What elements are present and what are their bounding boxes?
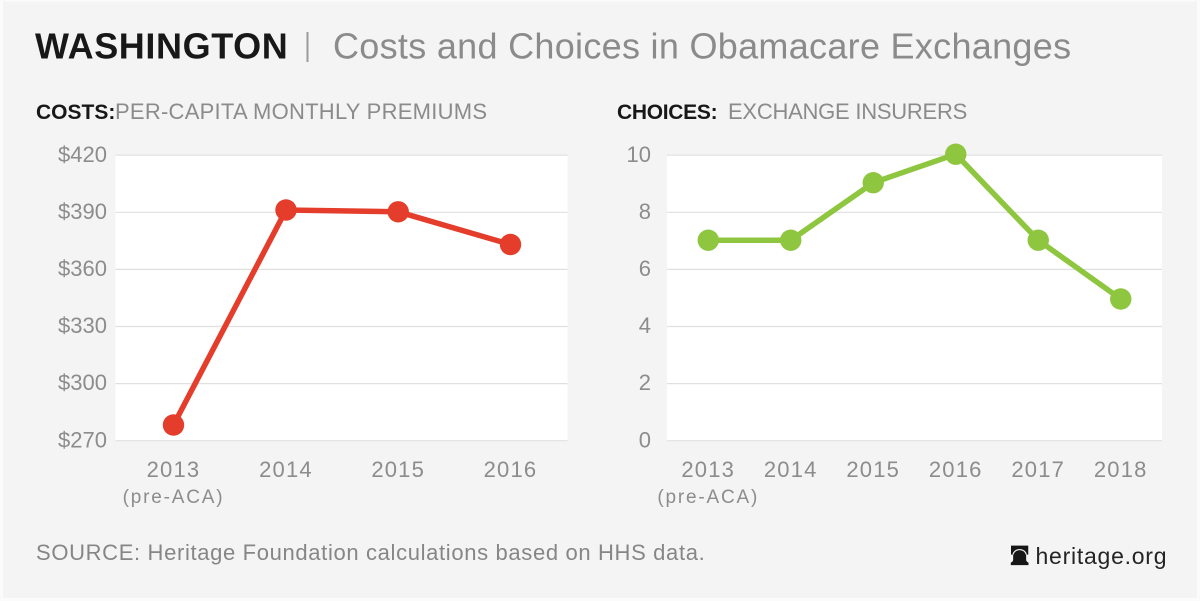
svg-text:4: 4	[639, 313, 651, 338]
svg-text:COSTS:: COSTS:	[36, 101, 115, 124]
svg-text:(pre-ACA): (pre-ACA)	[657, 487, 759, 508]
svg-text:2015: 2015	[371, 457, 425, 482]
svg-text:CHOICES:: CHOICES:	[617, 101, 717, 124]
svg-text:$420: $420	[58, 142, 107, 167]
svg-text:SOURCE: Heritage Foundation ca: SOURCE: Heritage Foundation calculations…	[36, 540, 705, 565]
svg-text:2013: 2013	[147, 457, 201, 482]
svg-text:2014: 2014	[259, 457, 313, 482]
svg-text:0: 0	[639, 427, 651, 452]
svg-text:$330: $330	[58, 313, 107, 338]
svg-text:$270: $270	[58, 427, 107, 452]
svg-text:8: 8	[639, 199, 651, 224]
svg-text:$360: $360	[58, 256, 107, 281]
svg-text:(pre-ACA): (pre-ACA)	[123, 487, 225, 508]
svg-text:$390: $390	[58, 199, 107, 224]
svg-text:2014: 2014	[764, 457, 818, 482]
svg-text:10: 10	[627, 142, 651, 167]
svg-text:$300: $300	[58, 370, 107, 395]
svg-text:2018: 2018	[1094, 457, 1148, 482]
svg-text:2017: 2017	[1011, 457, 1065, 482]
svg-text:2016: 2016	[929, 457, 983, 482]
svg-text:2015: 2015	[846, 457, 900, 482]
svg-text:Costs and Choices in Obamacare: Costs and Choices in Obamacare Exchanges	[333, 26, 1071, 67]
svg-text:WASHINGTON: WASHINGTON	[35, 26, 288, 67]
svg-text:2: 2	[639, 370, 651, 395]
svg-text:heritage.org: heritage.org	[1036, 543, 1168, 569]
svg-text:PER-CAPITA MONTHLY PREMIUMS: PER-CAPITA MONTHLY PREMIUMS	[115, 99, 487, 124]
svg-text:EXCHANGE INSURERS: EXCHANGE INSURERS	[728, 99, 967, 124]
svg-text:6: 6	[639, 256, 651, 281]
svg-text:2016: 2016	[484, 457, 538, 482]
svg-text:2013: 2013	[681, 457, 735, 482]
